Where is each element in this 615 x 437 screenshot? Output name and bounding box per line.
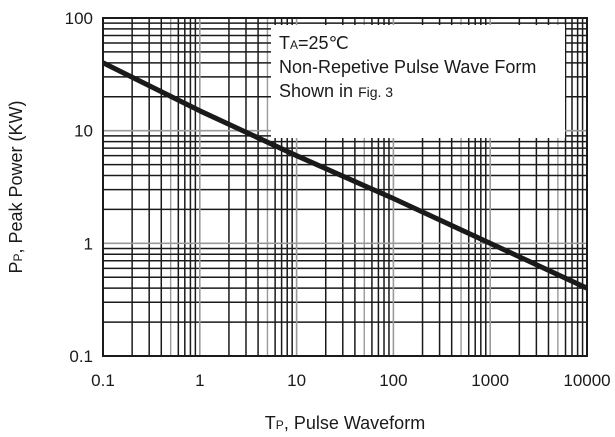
annotation-text: =25℃	[298, 33, 349, 53]
annotation-line: TA=25℃	[279, 33, 349, 53]
axis-label-part: P	[11, 254, 25, 262]
axis-label-part: , Peak Power (KW)	[6, 100, 26, 253]
annotation-line: Non-Repetive Pulse Wave Form	[279, 57, 536, 77]
x-tick-label: 10000	[563, 371, 610, 390]
series-line	[101, 60, 589, 291]
axis-label-part: P	[6, 262, 26, 274]
y-tick-label: 1	[84, 234, 93, 253]
y-tick-label: 10	[74, 122, 93, 141]
y-axis-label: PP, Peak Power (KW)	[6, 100, 26, 273]
annotation-text: A	[290, 38, 298, 52]
y-tick-label: 100	[65, 9, 93, 28]
plot-frame	[102, 17, 588, 357]
grid	[103, 18, 587, 356]
axis-label-part: , Pulse Waveform	[284, 413, 425, 433]
annotation-text: T	[279, 33, 290, 53]
x-tick-label: 10	[287, 371, 306, 390]
annotation-text: Non-Repetive Pulse Wave Form	[279, 57, 536, 77]
axis-label-part: T	[265, 413, 276, 433]
x-tick-label: 1	[195, 371, 204, 390]
x-tick-label: 0.1	[91, 371, 115, 390]
annotation: TA=25℃ Non-Repetive Pulse Wave Form Shown …	[279, 33, 536, 101]
annotation-text: Fig. 3	[358, 84, 393, 100]
x-tick-label: 100	[379, 371, 407, 390]
x-axis-label: TP, Pulse Waveform	[265, 413, 425, 433]
annotation-box	[271, 25, 565, 138]
y-tick-label: 0.1	[69, 347, 93, 366]
annotation-line: Shown in Fig. 3	[279, 81, 393, 101]
annotation-text: Shown in	[279, 81, 358, 101]
tick-labels: 0.1 1 10 100 1000 10000 0.1 1 10 100	[65, 9, 611, 390]
x-tick-label: 1000	[471, 371, 509, 390]
axis-label-part: P	[276, 418, 284, 432]
